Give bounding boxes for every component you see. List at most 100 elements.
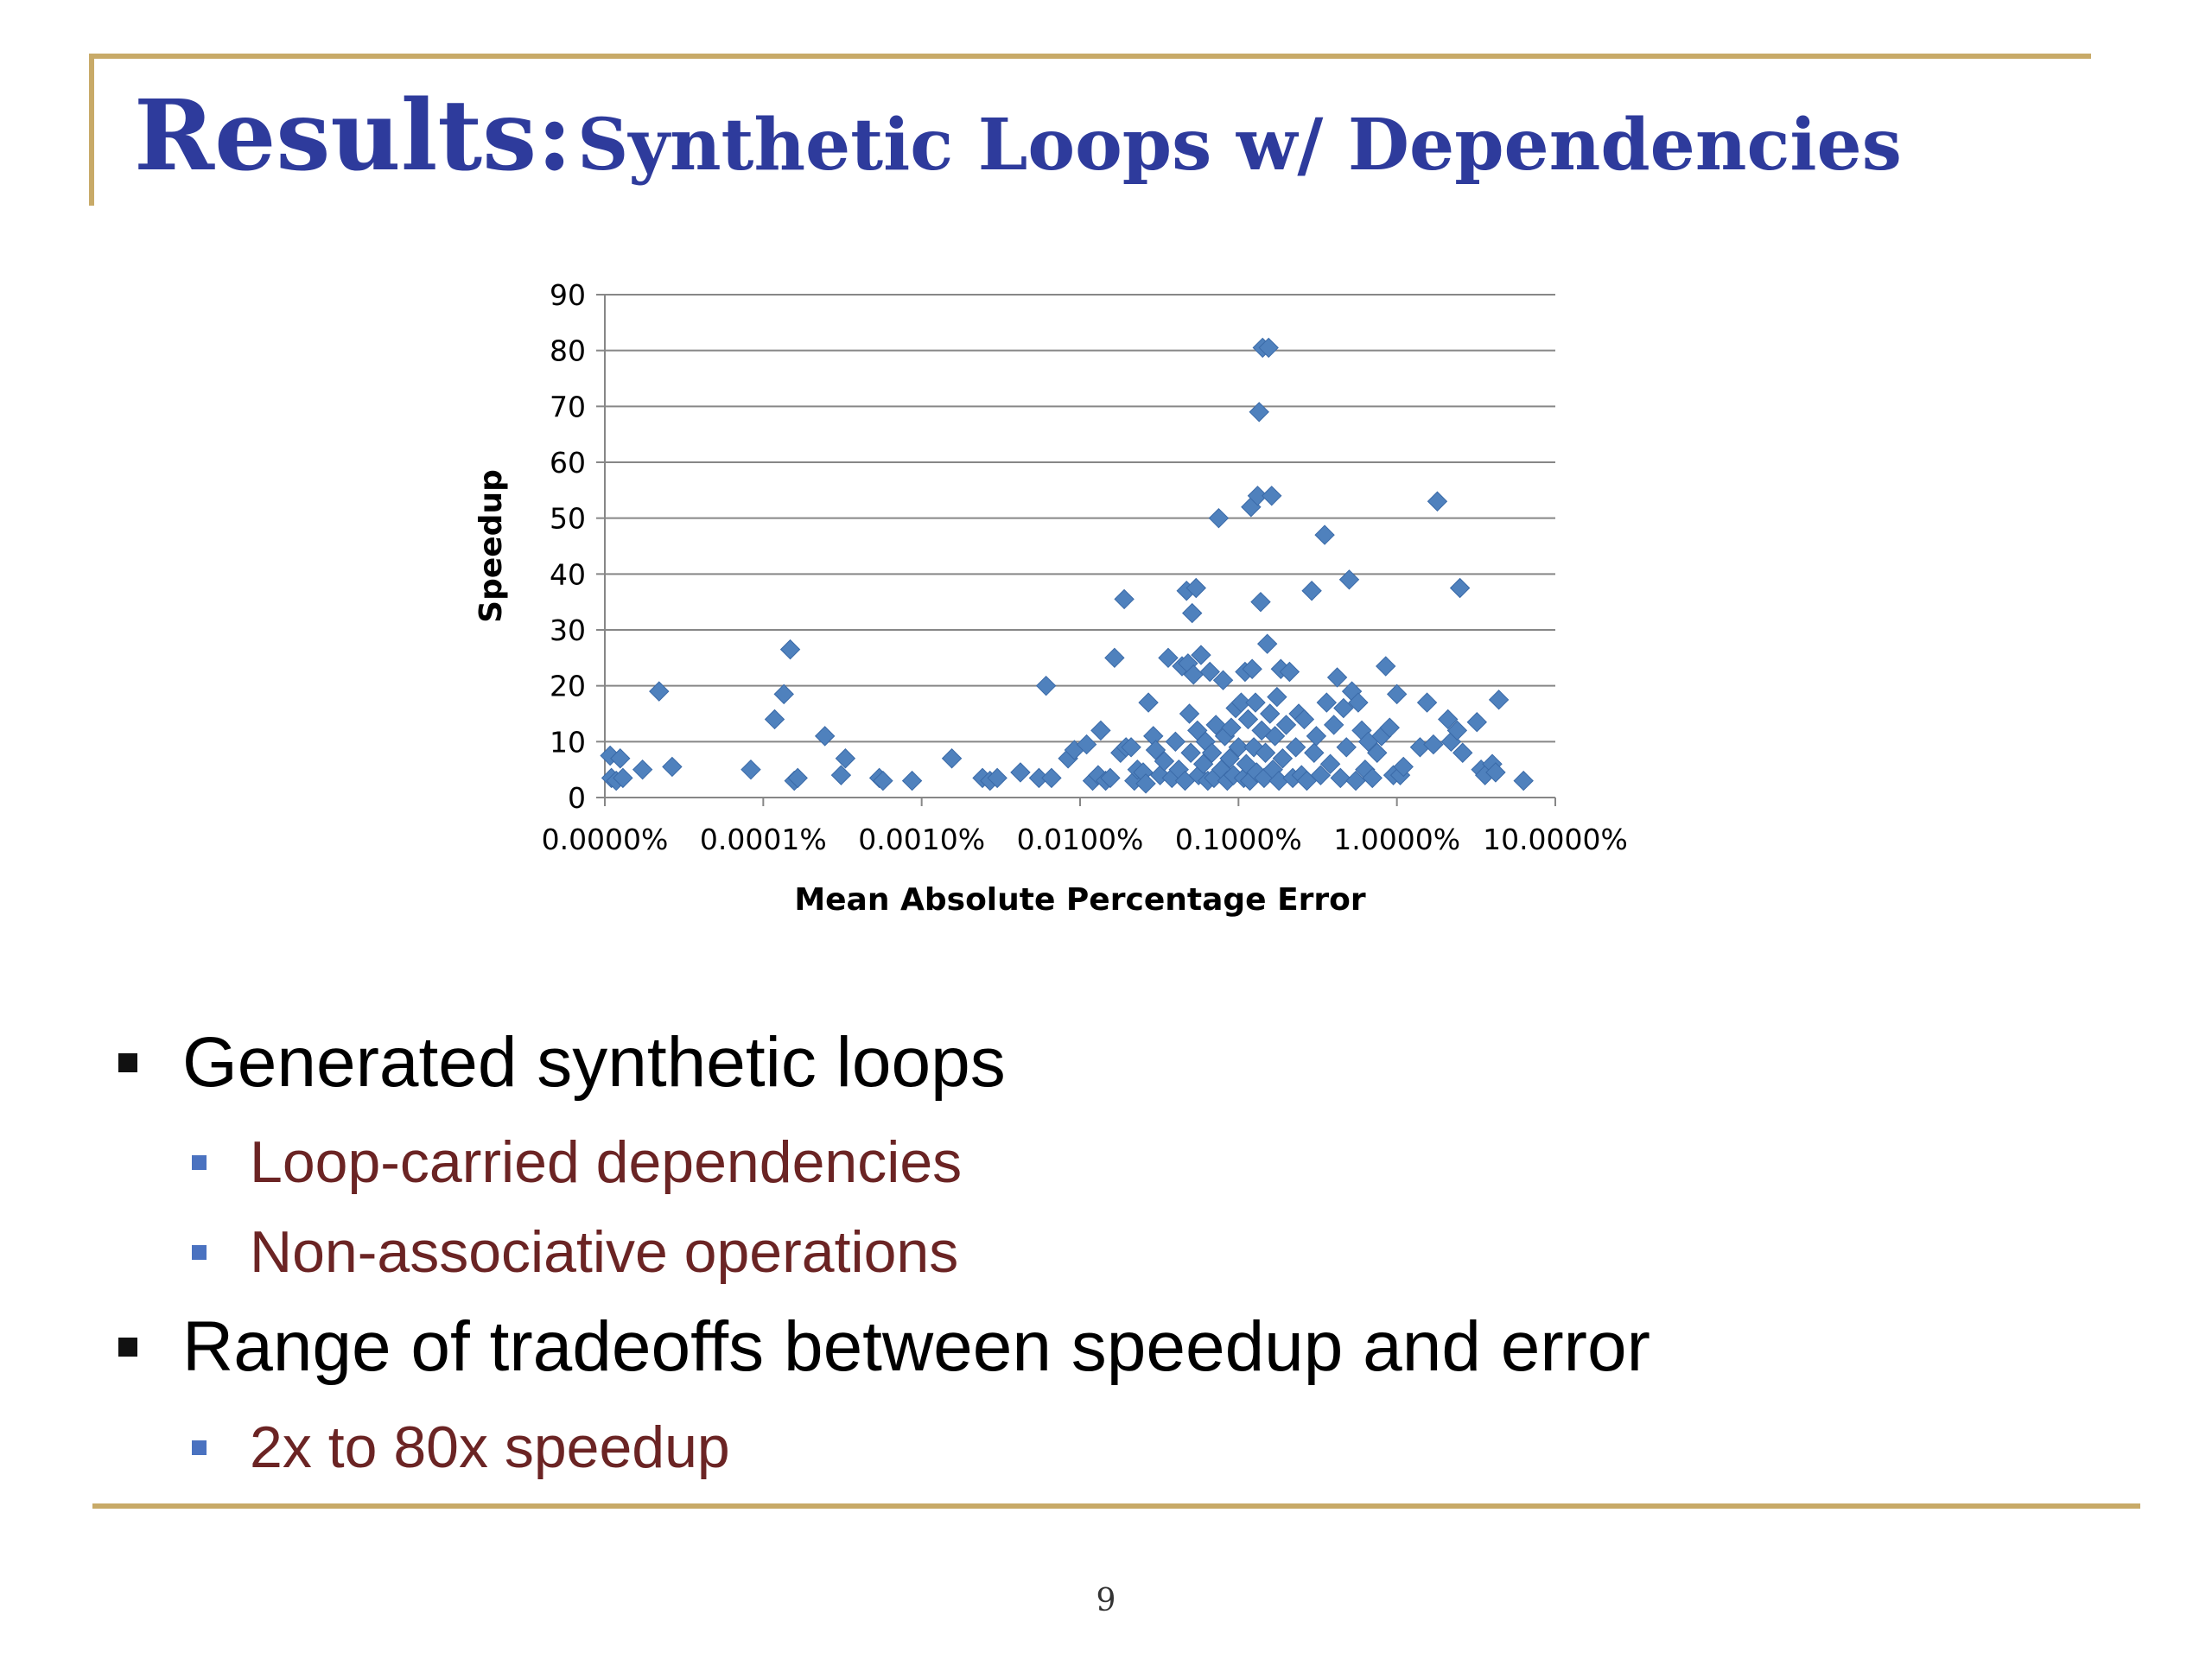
data-point <box>1345 770 1366 791</box>
data-point <box>1191 645 1211 665</box>
data-point <box>987 767 1007 789</box>
data-point <box>1192 753 1214 774</box>
sub-bullet-2-1-text: 2x to 80x speedup <box>250 1414 730 1480</box>
data-point <box>1427 491 1448 512</box>
data-point <box>1104 647 1125 669</box>
data-point <box>1245 692 1266 713</box>
data-point <box>1466 711 1487 733</box>
title-subtitle: Synthetic Loops w/ Dependencies <box>577 104 1902 187</box>
data-point <box>649 681 670 702</box>
data-point <box>1035 675 1057 696</box>
y-tick-label: 30 <box>550 613 586 647</box>
data-point <box>1260 703 1281 724</box>
data-point <box>1330 767 1351 789</box>
sub-bullet-1-1-text: Loop-carried dependencies <box>250 1129 963 1195</box>
data-point <box>1267 686 1287 708</box>
data-point <box>1379 717 1400 738</box>
data-point <box>1336 737 1357 758</box>
data-point <box>1314 524 1335 545</box>
data-point <box>1135 773 1156 794</box>
data-point <box>1485 762 1506 783</box>
data-point <box>835 748 856 769</box>
data-point <box>1180 742 1201 763</box>
y-tick-label: 40 <box>550 557 586 591</box>
x-tick-label: 1.0000% <box>1333 823 1460 856</box>
y-tick-label: 70 <box>550 390 586 423</box>
data-point <box>1348 692 1369 713</box>
title-main: Results: <box>134 79 573 193</box>
data-point <box>1114 588 1135 610</box>
data-point <box>1294 709 1315 730</box>
data-point <box>873 770 893 791</box>
data-point <box>1201 742 1223 763</box>
data-point <box>1264 726 1286 747</box>
data-point <box>1154 751 1175 772</box>
sub-bullet-marker <box>192 1440 207 1455</box>
page-number: 9 <box>1096 1583 1116 1618</box>
chart-axes <box>596 294 1556 806</box>
data-point <box>613 767 633 789</box>
data-point <box>1316 692 1338 713</box>
data-point <box>1221 717 1242 738</box>
x-tick-labels: 0.0000% 0.0001% 0.0010% 0.0100% 0.1000% 1.000… <box>542 823 1628 856</box>
data-point <box>1100 767 1121 789</box>
data-point <box>814 726 836 747</box>
data-point <box>1446 720 1468 741</box>
y-tick-label: 50 <box>550 502 586 536</box>
bottom-accent-line <box>92 1503 2140 1509</box>
data-point <box>1138 692 1159 713</box>
data-point <box>1301 581 1322 601</box>
data-point <box>1121 737 1141 758</box>
data-point <box>741 759 761 780</box>
data-point <box>1376 656 1396 677</box>
data-point <box>1090 720 1111 741</box>
y-tick-label: 20 <box>550 670 586 703</box>
data-point <box>1205 715 1226 735</box>
y-tick-label: 60 <box>550 446 586 480</box>
data-point <box>1183 664 1204 685</box>
sub-bullet-2-1: 2x to 80x speedup <box>192 1414 730 1481</box>
data-point <box>1010 762 1031 783</box>
data-point <box>1165 731 1186 753</box>
data-point <box>610 748 631 769</box>
data-points <box>600 337 1534 794</box>
data-point <box>1416 692 1438 713</box>
sub-bullet-1-2: Non-associative operations <box>192 1218 958 1286</box>
x-axis-title: Mean Absolute Percentage Error <box>794 882 1366 918</box>
data-point <box>1304 742 1325 763</box>
data-point <box>764 709 785 730</box>
data-point <box>773 683 794 705</box>
data-point <box>662 756 683 778</box>
data-point <box>1179 703 1200 724</box>
data-point <box>1362 767 1382 789</box>
data-point <box>1449 577 1471 599</box>
data-point <box>1255 742 1276 763</box>
data-point <box>1145 740 1166 760</box>
data-point <box>1272 748 1294 769</box>
data-point <box>1256 633 1278 654</box>
data-point <box>1250 591 1271 613</box>
y-tick-label: 80 <box>550 334 586 368</box>
bullet-2: Range of tradeoffs between speedup and e… <box>118 1306 1650 1388</box>
data-point <box>1488 690 1510 710</box>
data-point <box>1438 709 1459 730</box>
sub-bullet-1-2-text: Non-associative operations <box>250 1219 959 1285</box>
data-point <box>1306 726 1327 747</box>
data-point <box>1242 658 1262 679</box>
data-point <box>1319 753 1341 774</box>
top-accent-line <box>89 54 2091 59</box>
data-point <box>1228 737 1249 758</box>
y-tick-label: 90 <box>550 278 586 312</box>
data-point <box>941 748 963 769</box>
x-tick-label: 0.0000% <box>542 823 669 856</box>
data-point <box>830 765 852 785</box>
sub-bullet-marker <box>192 1244 207 1260</box>
data-point <box>1285 737 1306 758</box>
data-point <box>1513 770 1534 791</box>
chart-gridlines <box>605 294 1555 743</box>
data-point <box>1219 748 1240 769</box>
data-point <box>1310 765 1332 785</box>
data-point <box>1185 577 1206 599</box>
data-point <box>1393 756 1414 778</box>
